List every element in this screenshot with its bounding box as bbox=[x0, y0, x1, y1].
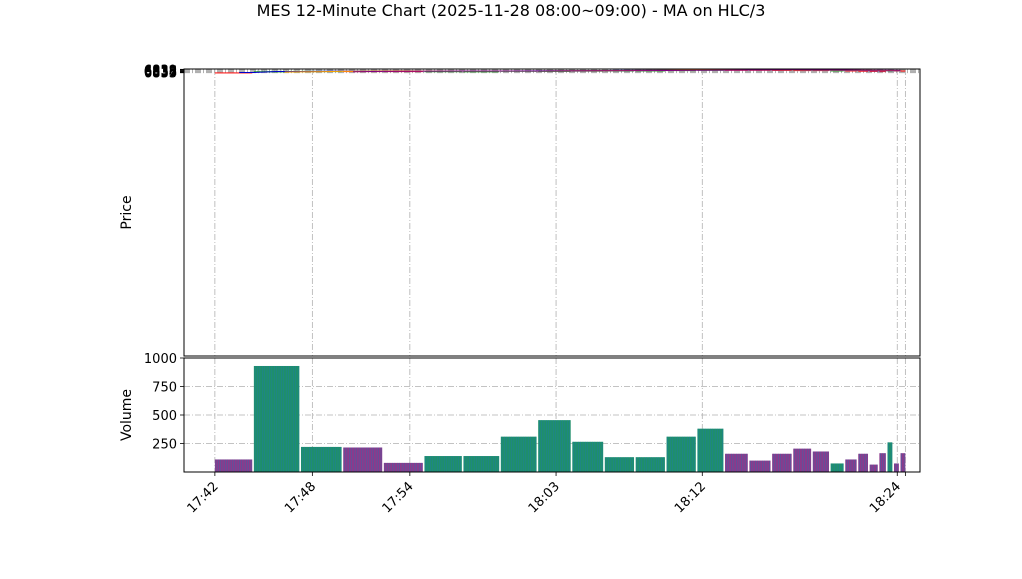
volume-bar bbox=[772, 453, 792, 472]
price-tick-label: 6838 bbox=[144, 64, 177, 79]
volume-bar bbox=[879, 453, 886, 472]
volume-bar-fill bbox=[383, 462, 423, 472]
moving-average-lines bbox=[239, 69, 901, 73]
candle-body bbox=[214, 72, 253, 74]
volume-bar bbox=[666, 436, 696, 472]
volume-bar-fill bbox=[604, 457, 635, 472]
volume-bar bbox=[858, 453, 869, 472]
volume-bar-fill bbox=[666, 436, 696, 472]
volume-tick-label: 250 bbox=[152, 438, 177, 453]
volume-bar-fill bbox=[424, 456, 462, 472]
volume-bar bbox=[830, 463, 844, 472]
volume-bar bbox=[500, 436, 537, 472]
volume-bar-fill bbox=[887, 442, 893, 472]
volume-bar bbox=[887, 442, 893, 472]
volume-bar-fill bbox=[538, 420, 571, 472]
volume-panel-frame bbox=[183, 357, 921, 473]
volume-bar-fill bbox=[900, 453, 906, 472]
volume-bar bbox=[697, 428, 724, 472]
volume-bars bbox=[214, 365, 906, 472]
volume-y-ticks: 250 500 750 1000 bbox=[144, 352, 184, 453]
volume-bar bbox=[900, 453, 906, 472]
volume-axis-label: Volume bbox=[119, 389, 135, 441]
candle-body bbox=[424, 71, 462, 73]
price-panel-frame bbox=[183, 68, 921, 357]
volume-bar bbox=[793, 448, 812, 472]
volume-panel: 250 500 750 1000 Volume bbox=[119, 352, 921, 473]
candle-body bbox=[879, 70, 886, 73]
volume-bar bbox=[635, 457, 665, 472]
chart-title: MES 12-Minute Chart (2025-11-28 08:00~09… bbox=[257, 1, 766, 20]
volume-tick-label: 1000 bbox=[144, 352, 177, 367]
price-tick-label: 6833 bbox=[144, 67, 177, 82]
volume-bar bbox=[463, 456, 500, 472]
volume-bar bbox=[604, 457, 635, 472]
volume-bar bbox=[253, 365, 300, 472]
volume-bar-fill bbox=[343, 447, 383, 472]
moving-average-line-ma-slow bbox=[352, 69, 901, 73]
volume-bar bbox=[214, 459, 253, 472]
volume-bar bbox=[300, 446, 342, 472]
candle-body bbox=[869, 70, 878, 72]
volume-bar bbox=[383, 462, 423, 472]
volume-bar-fill bbox=[772, 453, 792, 472]
candle-body bbox=[858, 70, 869, 72]
candle-down bbox=[900, 70, 906, 72]
volume-bar bbox=[424, 456, 462, 472]
volume-bar bbox=[869, 464, 878, 472]
volume-tick-label: 750 bbox=[152, 381, 177, 396]
volume-bar bbox=[725, 453, 748, 472]
volume-bar-fill bbox=[214, 459, 253, 472]
volume-bar bbox=[894, 463, 899, 472]
price-tick-label: 6835 bbox=[144, 66, 177, 81]
volume-bar bbox=[812, 451, 830, 472]
price-tick-label: 6836 bbox=[144, 65, 177, 80]
volume-bar bbox=[749, 460, 771, 472]
volume-bar-fill bbox=[894, 463, 899, 472]
price-tick-label: 6834 bbox=[144, 66, 177, 81]
volume-bar bbox=[343, 447, 383, 472]
volume-bar bbox=[572, 441, 604, 472]
price-axis-label: Price bbox=[119, 195, 135, 229]
volume-bar-fill bbox=[858, 453, 869, 472]
price-tick-label: 6839 bbox=[144, 63, 177, 78]
volume-bar bbox=[538, 420, 571, 472]
candle-body bbox=[900, 70, 906, 72]
volume-bar bbox=[845, 459, 857, 472]
volume-tick-label: 500 bbox=[152, 409, 177, 424]
candle-body bbox=[830, 70, 844, 72]
candle-body bbox=[463, 71, 500, 73]
volume-bar-fill bbox=[635, 457, 665, 472]
price-tick-label: 6837 bbox=[144, 64, 177, 79]
